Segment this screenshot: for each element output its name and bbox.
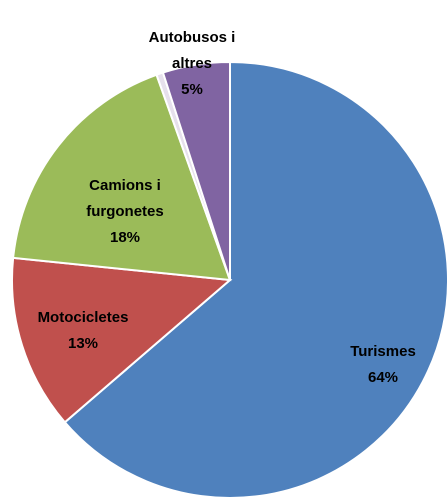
value-label: 5% bbox=[181, 81, 203, 98]
pie-slice bbox=[12, 73, 232, 282]
pie-slice bbox=[63, 60, 447, 499]
pie-slice bbox=[161, 60, 231, 281]
slice-label: Autobusos i altres bbox=[149, 29, 236, 72]
slice-label: Camions i furgonetes bbox=[86, 177, 164, 220]
slice-label: Turismes bbox=[350, 343, 416, 360]
pie-slice bbox=[11, 256, 233, 424]
value-label: 18% bbox=[110, 229, 140, 246]
value-label: 64% bbox=[368, 369, 398, 386]
slice-label: Motocicletes bbox=[38, 309, 129, 326]
value-label: 13% bbox=[68, 335, 98, 352]
